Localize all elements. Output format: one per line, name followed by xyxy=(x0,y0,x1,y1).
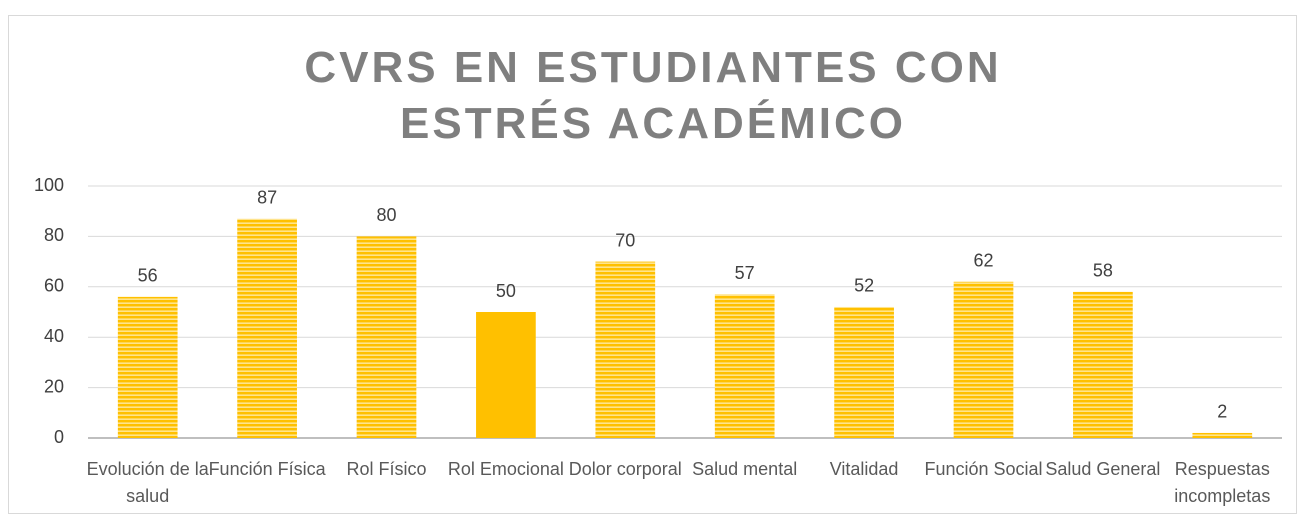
x-tick-label: Rol Emocional xyxy=(447,459,564,479)
chart-frame xyxy=(8,15,1297,514)
bar xyxy=(1192,432,1253,438)
x-tick-label: Vitalidad xyxy=(829,459,899,479)
bar xyxy=(117,296,178,438)
x-tick-label: Salud General xyxy=(1045,459,1161,479)
data-label: 50 xyxy=(496,281,516,301)
chart-title: CVRS EN ESTUDIANTES CON ESTRÉS ACADÉMICO xyxy=(304,43,1002,148)
data-label: 57 xyxy=(735,263,755,283)
bar xyxy=(953,281,1014,438)
y-tick-label: 0 xyxy=(54,427,64,447)
bar xyxy=(714,294,775,438)
data-label: 56 xyxy=(138,266,158,286)
data-label: 52 xyxy=(854,276,874,296)
x-tick-label: Dolor corporal xyxy=(568,459,682,479)
y-tick-label: 100 xyxy=(34,175,64,195)
x-tick-label: Función Física xyxy=(208,459,326,479)
bar xyxy=(356,236,417,438)
y-tick-label: 80 xyxy=(44,225,64,245)
x-tick-label: Respuestas incompletas xyxy=(1174,459,1271,506)
bar xyxy=(237,218,297,438)
x-tick-label: Salud mental xyxy=(692,459,798,479)
y-tick-label: 40 xyxy=(44,326,64,346)
x-tick-label: Rol Físico xyxy=(346,459,427,479)
bar xyxy=(595,261,656,438)
bar xyxy=(476,312,536,438)
data-label: 58 xyxy=(1093,261,1113,281)
x-tick-label: Función Social xyxy=(924,459,1043,479)
data-label: 87 xyxy=(257,188,277,208)
y-tick-label: 60 xyxy=(44,276,64,296)
bar xyxy=(834,306,894,438)
data-label: 62 xyxy=(973,251,993,271)
data-label: 70 xyxy=(615,230,635,250)
bar xyxy=(1073,291,1133,438)
data-label: 80 xyxy=(376,205,396,225)
x-tick-label: Evolución de la salud xyxy=(86,459,209,506)
y-tick-label: 20 xyxy=(44,376,64,396)
data-label: 2 xyxy=(1217,402,1227,422)
